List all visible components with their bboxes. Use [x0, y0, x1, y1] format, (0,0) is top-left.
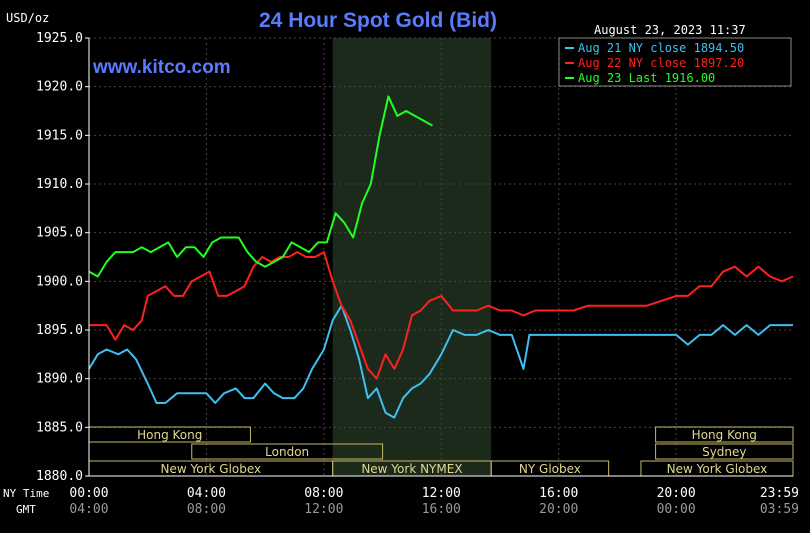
x-tick-label-ny: 12:00	[422, 486, 461, 501]
series-line-3	[88, 95, 433, 278]
x-tick-label-ny: 20:00	[657, 486, 696, 501]
y-tick-label: 1890.0	[36, 372, 83, 387]
nymex-session-shade	[332, 38, 492, 476]
axes: 1925.0 1920.0 1915.0 1910.0 1905.0 1900.0 1895…	[3, 31, 799, 517]
session-label: Hong Kong	[137, 428, 202, 442]
x-tick-label-gmt: 20:00	[539, 502, 578, 517]
session-label: New York Globex	[161, 462, 262, 476]
legend-entry: Aug 21 NY close 1894.50	[578, 41, 744, 55]
y-tick-label: 1910.0	[36, 177, 83, 192]
x-tick-label-gmt: 00:00	[657, 502, 696, 517]
session-label: New York Globex	[667, 462, 768, 476]
x-tick-label-gmt: 03:59	[760, 502, 799, 517]
session-box	[655, 426, 794, 443]
legend-entry: Aug 23 Last 1916.00	[578, 71, 715, 85]
x-tick-label-ny: 04:00	[187, 486, 226, 501]
session-box	[655, 443, 794, 460]
series-line-2	[89, 251, 794, 380]
y-tick-label: 1915.0	[36, 128, 83, 143]
y-axis-unit-label: USD/oz	[6, 11, 49, 25]
x-row-label-ny: NY Time	[3, 487, 49, 500]
y-tick-label: 1920.0	[36, 80, 83, 95]
x-row-label-gmt: GMT	[16, 503, 36, 516]
y-tick-label: 1880.0	[36, 469, 83, 484]
session-label: New York NYMEX	[361, 462, 462, 476]
y-tick-label: 1925.0	[36, 31, 83, 46]
y-tick-label: 1900.0	[36, 274, 83, 289]
x-tick-label-gmt: 08:00	[187, 502, 226, 517]
legend-entry: Aug 22 NY close 1897.20	[578, 56, 744, 70]
y-tick-label: 1895.0	[36, 323, 83, 338]
y-tick-label: 1905.0	[36, 226, 83, 241]
x-tick-label-ny: 16:00	[539, 486, 578, 501]
session-label: NY Globex	[519, 462, 581, 476]
x-tick-label-gmt: 16:00	[422, 502, 461, 517]
y-tick-label: 1885.0	[36, 420, 83, 435]
chart-title: 24 Hour Spot Gold (Bid)	[259, 9, 497, 32]
legend-box	[558, 37, 792, 87]
watermark-kitco: www.kitco.com	[92, 57, 231, 78]
session-label: Sydney	[702, 445, 746, 459]
series-line-1	[88, 304, 793, 419]
session-label: Hong Kong	[692, 428, 757, 442]
x-tick-label-gmt: 04:00	[69, 502, 108, 517]
chart-timestamp: August 23, 2023 11:37	[594, 23, 746, 37]
price-series	[88, 95, 794, 419]
x-tick-label-ny: 08:00	[304, 486, 343, 501]
x-tick-label-gmt: 12:00	[304, 502, 343, 517]
x-tick-label-ny: 00:00	[69, 486, 108, 501]
x-tick-label-ny: 23:59	[760, 486, 799, 501]
session-label: London	[265, 445, 309, 459]
plot-area	[88, 37, 793, 477]
session-box	[191, 443, 384, 460]
